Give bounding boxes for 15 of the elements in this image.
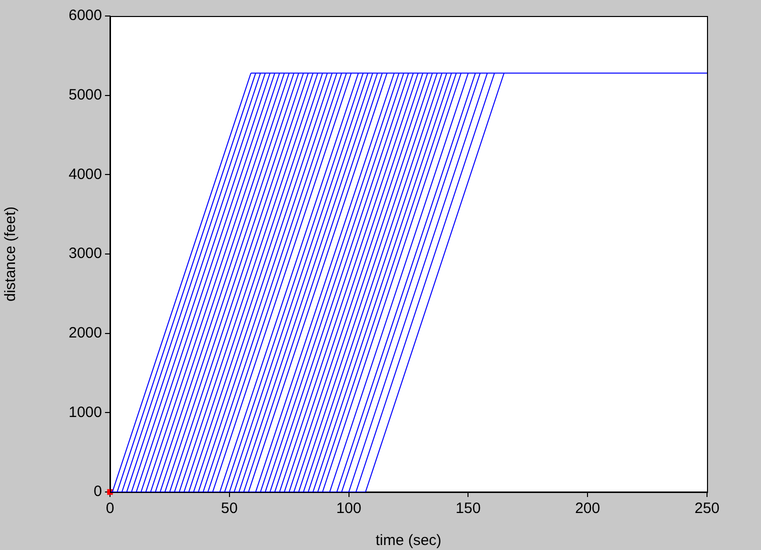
y-tick-label: 4000 xyxy=(68,166,102,183)
y-tick-label: 0 xyxy=(94,483,102,500)
y-tick-label: 2000 xyxy=(68,324,102,342)
x-tick-label: 50 xyxy=(221,500,238,518)
y-tick-label: 6000 xyxy=(68,7,102,24)
y-tick-label: 3000 xyxy=(68,245,102,262)
x-tick-label: 250 xyxy=(694,500,720,518)
x-tick-label: 0 xyxy=(106,500,114,518)
y-axis-title: distance (feet) xyxy=(2,206,20,302)
x-axis-title: time (sec) xyxy=(376,532,442,550)
x-tick-label: 150 xyxy=(456,500,481,518)
x-tick-label: 100 xyxy=(336,500,362,518)
x-tick-label: 200 xyxy=(575,500,600,518)
y-tick-label: 1000 xyxy=(68,404,102,421)
y-tick-label: 5000 xyxy=(68,86,102,104)
